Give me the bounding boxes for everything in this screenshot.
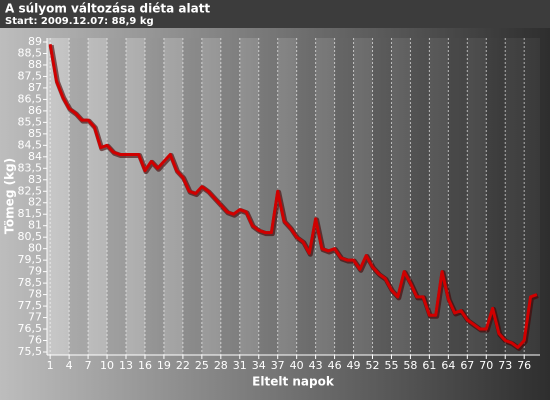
x-tick-label: 43 — [309, 359, 323, 372]
x-tick-label: 19 — [157, 359, 171, 372]
x-tick-label: 40 — [290, 359, 304, 372]
y-tick-label: 85 — [28, 127, 42, 140]
x-tick-label: 76 — [517, 359, 531, 372]
band — [486, 38, 506, 355]
band — [220, 38, 240, 355]
band — [182, 38, 202, 355]
x-tick-label: 67 — [460, 359, 474, 372]
x-tick-label: 61 — [422, 359, 436, 372]
y-tick-label: 82,5 — [18, 184, 43, 197]
y-tick-label: 81,5 — [18, 207, 43, 220]
y-tick-label: 81 — [28, 219, 42, 232]
y-tick-label: 75,5 — [18, 345, 43, 358]
x-tick-label: 31 — [233, 359, 247, 372]
x-tick-label: 46 — [328, 359, 342, 372]
y-tick-label: 83,5 — [18, 161, 43, 174]
y-tick-label: 87 — [28, 81, 42, 94]
y-tick-label: 86,5 — [18, 92, 43, 105]
x-tick-label: 16 — [138, 359, 152, 372]
x-tick-label: 73 — [498, 359, 512, 372]
y-tick-label: 89 — [28, 35, 42, 48]
chart-subtitle: Start: 2009.12.07: 88,9 kg — [5, 16, 154, 27]
y-tick-label: 88 — [28, 58, 42, 71]
x-tick-label: 58 — [403, 359, 417, 372]
x-tick-label: 1 — [47, 359, 54, 372]
x-tick-label: 70 — [479, 359, 493, 372]
x-axis-label: Eltelt napok — [252, 375, 335, 389]
x-tick-label: 52 — [366, 359, 380, 372]
y-tick-label: 76 — [28, 334, 42, 347]
y-tick-label: 78 — [28, 288, 42, 301]
x-tick-label: 37 — [271, 359, 285, 372]
band — [69, 38, 89, 355]
band — [107, 38, 127, 355]
y-tick-label: 86 — [28, 104, 42, 117]
y-tick-label: 85,5 — [18, 115, 43, 128]
y-tick-label: 87,5 — [18, 69, 43, 82]
y-tick-label: 76,5 — [18, 322, 43, 335]
x-tick-label: 10 — [100, 359, 114, 372]
x-tick-label: 55 — [384, 359, 398, 372]
y-tick-label: 84,5 — [18, 138, 43, 151]
header — [0, 0, 550, 28]
y-tick-label: 84 — [28, 150, 42, 163]
y-tick-label: 80 — [28, 242, 42, 255]
x-tick-label: 7 — [85, 359, 92, 372]
y-tick-label: 82 — [28, 196, 42, 209]
y-tick-label: 83 — [28, 173, 42, 186]
x-tick-label: 34 — [252, 359, 266, 372]
y-tick-label: 79 — [28, 265, 42, 278]
y-tick-label: 79,5 — [18, 253, 43, 266]
band — [372, 38, 392, 355]
band — [448, 38, 468, 355]
x-tick-label: 22 — [176, 359, 190, 372]
band — [258, 38, 278, 355]
plot-area — [47, 38, 540, 355]
chart-title: A súlyom változása diéta alatt — [5, 2, 210, 16]
band — [410, 38, 430, 355]
band — [144, 38, 164, 355]
x-tick-label: 25 — [195, 359, 209, 372]
y-tick-label: 88,5 — [18, 46, 43, 59]
x-tick-label: 64 — [441, 359, 455, 372]
x-tick-label: 13 — [119, 359, 133, 372]
y-tick-label: 77,5 — [18, 299, 43, 312]
data-line — [48, 44, 538, 349]
x-tick-label: 28 — [214, 359, 228, 372]
y-tick-label: 80,5 — [18, 230, 43, 243]
x-tick-label: 4 — [66, 359, 73, 372]
y-axis-label: Tömeg (kg) — [3, 158, 17, 234]
band — [334, 38, 354, 355]
x-tick-label: 49 — [347, 359, 361, 372]
y-tick-label: 78,5 — [18, 276, 43, 289]
y-tick-label: 77 — [28, 311, 42, 324]
band — [296, 38, 316, 355]
